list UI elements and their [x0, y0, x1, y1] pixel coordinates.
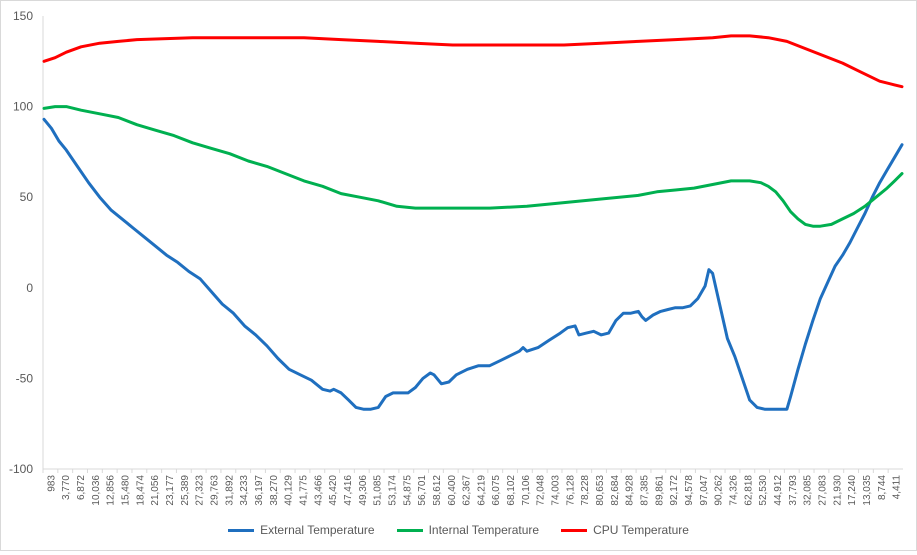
x-tick-label: 31,892 [224, 475, 235, 506]
x-tick-label: 23,177 [165, 475, 176, 506]
legend-item-external: External Temperature [228, 523, 375, 537]
x-tick-label: 74,003 [551, 475, 562, 506]
x-tick-label: 68,102 [506, 475, 517, 506]
x-tick-label: 29,763 [210, 475, 221, 506]
x-tick-label: 25,389 [180, 475, 191, 506]
x-tick-label: 62,367 [462, 475, 473, 506]
x-tick-label: 64,219 [476, 475, 487, 506]
x-tick-label: 90,262 [714, 475, 725, 506]
x-tick-label: 43,466 [313, 475, 324, 506]
x-tick-label: 49,306 [358, 475, 369, 506]
x-tick-label: 21,930 [832, 475, 843, 506]
x-tick-label: 66,075 [491, 475, 502, 506]
x-tick-label: 72,048 [536, 475, 547, 506]
x-tick-label: 27,323 [195, 475, 206, 506]
legend-item-internal: Internal Temperature [396, 523, 540, 537]
x-tick-label: 12,856 [106, 475, 117, 506]
x-tick-label: 6,872 [76, 475, 87, 500]
legend-swatch-external [228, 528, 255, 532]
y-tick-label: 0 [26, 281, 33, 295]
y-tick-label: 150 [13, 9, 33, 23]
legend-item-cpu: CPU Temperature [561, 523, 689, 537]
x-tick-label: 51,085 [373, 475, 384, 506]
x-tick-label: 27,083 [817, 475, 828, 506]
x-tick-label: 78,228 [580, 475, 591, 506]
x-tick-label: 58,612 [432, 475, 443, 506]
x-tick-label: 3,770 [61, 475, 72, 500]
legend-label-internal: Internal Temperature [428, 523, 540, 537]
x-tick-label: 62,818 [743, 475, 754, 506]
x-tick-label: 13,035 [862, 475, 873, 506]
x-tick-label: 44,912 [773, 475, 784, 506]
x-tick-label: 47,416 [343, 475, 354, 506]
x-tick-label: 4,411 [892, 475, 903, 500]
x-tick-label: 983 [46, 475, 57, 492]
y-tick-label: 100 [13, 100, 33, 114]
x-tick-label: 89,861 [654, 475, 665, 506]
chart-legend: External Temperature Internal Temperatur… [0, 520, 917, 540]
x-tick-label: 60,400 [447, 475, 458, 506]
x-tick-label: 36,197 [254, 475, 265, 506]
x-tick-label: 56,701 [417, 475, 428, 506]
x-tick-label: 32,085 [803, 475, 814, 506]
x-tick-label: 37,793 [788, 475, 799, 506]
x-tick-label: 92,172 [669, 475, 680, 506]
x-tick-label: 21,056 [150, 475, 161, 506]
x-tick-label: 45,420 [328, 475, 339, 506]
x-tick-label: 52,530 [758, 475, 769, 506]
x-tick-label: 80,653 [595, 475, 606, 506]
y-tick-label: 50 [20, 190, 34, 204]
legend-label-external: External Temperature [260, 523, 375, 537]
y-tick-label: -100 [9, 462, 33, 476]
legend-label-cpu: CPU Temperature [593, 523, 689, 537]
x-tick-label: 54,875 [402, 475, 413, 506]
x-tick-label: 38,270 [269, 475, 280, 506]
x-tick-label: 97,047 [699, 475, 710, 506]
x-tick-label: 94,578 [684, 475, 695, 506]
x-tick-label: 70,106 [521, 475, 532, 506]
x-tick-label: 34,233 [239, 475, 250, 506]
series-line-external-temperature [42, 117, 904, 411]
plot-area [42, 34, 904, 411]
series-line-internal-temperature [42, 105, 904, 228]
x-tick-label: 18,474 [135, 475, 146, 506]
x-axis: 983 3,770 6,872 10,036 12,856 15,480 18,474 21,… [42, 468, 903, 506]
legend-swatch-cpu [561, 528, 588, 532]
legend-swatch-internal [396, 528, 423, 532]
x-tick-label: 17,240 [847, 475, 858, 506]
x-tick-label: 53,174 [387, 475, 398, 506]
x-tick-label: 41,775 [298, 475, 309, 506]
y-axis: -100 -50 0 50 100 150 [9, 9, 44, 476]
x-tick-label: 8,744 [877, 475, 888, 500]
x-tick-label: 15,480 [121, 475, 132, 506]
x-tick-label: 74,326 [728, 475, 739, 506]
x-tick-label: 82,684 [610, 475, 621, 506]
x-tick-label: 10,036 [91, 475, 102, 506]
y-tick-label: -50 [16, 371, 34, 385]
series-line-cpu-temperature [42, 34, 904, 89]
x-tick-label: 40,129 [284, 475, 295, 506]
x-tick-label: 76,128 [565, 475, 576, 506]
x-tick-label: 84,928 [625, 475, 636, 506]
x-tick-label: 87,385 [640, 475, 651, 506]
